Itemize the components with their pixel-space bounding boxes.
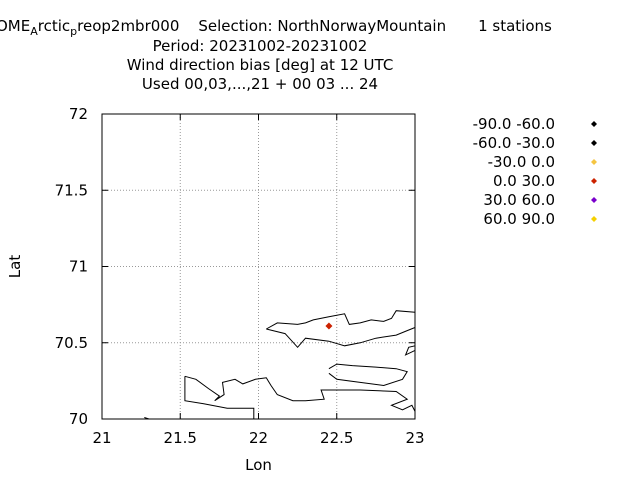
title-prefix: OME bbox=[0, 17, 31, 35]
y-tick-label: 70 bbox=[69, 410, 88, 428]
x-tick-label: 22 bbox=[249, 429, 268, 447]
legend-marker bbox=[591, 197, 597, 203]
coastline bbox=[266, 327, 416, 349]
legend-label: 60.0 90.0 bbox=[483, 210, 555, 228]
station-point bbox=[325, 322, 333, 330]
chart-title-used: Used 00,03,...,21 + 00 03 ... 24 bbox=[141, 75, 379, 93]
legend-marker bbox=[591, 159, 597, 165]
legend-label: -30.0 0.0 bbox=[488, 153, 555, 171]
y-tick-label: 71.5 bbox=[55, 181, 88, 199]
y-axis-label: Lat bbox=[6, 255, 24, 279]
chart-title-line-1: OMEArcticpreop2mbr000 Selection: NorthNor… bbox=[0, 17, 552, 38]
title-stations: 1 stations bbox=[478, 17, 552, 35]
x-tick-label: 21.5 bbox=[164, 429, 197, 447]
legend-marker bbox=[591, 121, 597, 127]
x-tick-label: 23 bbox=[405, 429, 424, 447]
title-mid: rctic bbox=[37, 17, 71, 35]
chart-title-period: Period: 20231002-20231002 bbox=[152, 37, 368, 55]
legend-label: 0.0 30.0 bbox=[493, 172, 555, 190]
title-sub-2: p bbox=[70, 25, 78, 38]
legend-marker bbox=[591, 216, 597, 222]
title-sub-1: A bbox=[30, 25, 38, 38]
plot-frame bbox=[101, 113, 416, 420]
legend-label: 30.0 60.0 bbox=[483, 191, 555, 209]
coastline bbox=[328, 363, 408, 387]
x-tick-label: 22.5 bbox=[320, 429, 353, 447]
legend-marker bbox=[591, 140, 597, 146]
coastline bbox=[184, 376, 255, 419]
coastline bbox=[184, 375, 416, 412]
legend-label: -90.0 -60.0 bbox=[473, 115, 555, 133]
legend-marker bbox=[591, 178, 597, 184]
x-axis-label: Lon bbox=[245, 456, 272, 474]
chart-title-variable: Wind direction bias [deg] at 12 UTC bbox=[126, 56, 394, 74]
legend-label: -60.0 -30.0 bbox=[473, 134, 555, 152]
y-tick-label: 70.5 bbox=[55, 334, 88, 352]
coastline bbox=[266, 310, 416, 330]
x-tick-label: 21 bbox=[92, 429, 111, 447]
y-tick-label: 71 bbox=[69, 258, 88, 276]
coastline bbox=[404, 345, 416, 356]
title-suffix: reop2mbr000 bbox=[77, 17, 180, 35]
y-tick-label: 72 bbox=[69, 105, 88, 123]
title-selection: Selection: NorthNorwayMountain bbox=[198, 17, 447, 35]
